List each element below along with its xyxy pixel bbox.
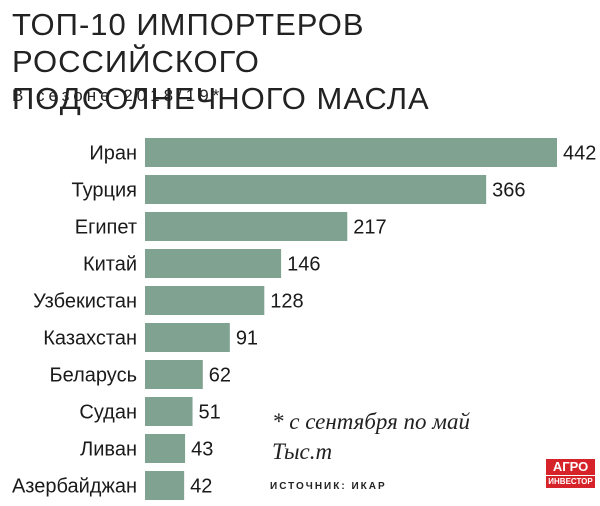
value-label: 128 <box>270 291 303 313</box>
value-label: 146 <box>287 254 320 276</box>
unit-label: Тыс.т <box>272 439 333 464</box>
logo-line-1: АГРО <box>546 459 595 475</box>
bar <box>145 138 557 167</box>
value-label: 62 <box>209 365 231 387</box>
value-label: 91 <box>236 328 258 350</box>
category-label: Египет <box>75 217 137 239</box>
category-label: Иран <box>89 143 137 165</box>
category-label: Казахстан <box>43 328 137 350</box>
category-label: Ливан <box>80 439 137 461</box>
title-line-1: ТОП-10 ИМПОРТЕРОВ РОССИЙСКОГО <box>12 7 365 79</box>
category-label: Турция <box>72 180 137 202</box>
bar <box>145 323 230 352</box>
value-label: 42 <box>190 476 212 498</box>
bar <box>145 212 348 241</box>
title-line-2: ПОДСОЛНЕЧНОГО МАСЛА <box>12 81 430 116</box>
footnote-period: * с сентября по май <box>272 409 470 434</box>
chart-subtitle: В сезоне-2018/19* <box>12 86 224 105</box>
source-label: ИСТОЧНИК: ИКАР <box>270 481 387 492</box>
bar <box>145 397 193 426</box>
bar <box>145 175 487 204</box>
bar <box>145 471 185 500</box>
category-label: Беларусь <box>50 365 137 387</box>
category-label: Азербайджан <box>12 476 137 498</box>
bar <box>145 360 203 389</box>
logo-line-2: ИНВЕСТОР <box>546 476 595 488</box>
category-label: Китай <box>83 254 137 276</box>
agroinvestor-logo: АГРО ИНВЕСТОР <box>546 459 595 488</box>
value-label: 442 <box>563 143 596 165</box>
category-label: Узбекистан <box>33 291 137 313</box>
footnote: * с сентября по май Тыс.т <box>272 407 470 467</box>
value-label: 51 <box>199 402 221 424</box>
bar <box>145 286 265 315</box>
bar <box>145 249 282 278</box>
bar <box>145 434 186 463</box>
category-label: Судан <box>79 402 137 424</box>
chart-title: ТОП-10 ИМПОРТЕРОВ РОССИЙСКОГО ПОДСОЛНЕЧН… <box>12 6 592 117</box>
value-label: 366 <box>492 180 525 202</box>
value-label: 217 <box>353 217 386 239</box>
value-label: 43 <box>191 439 213 461</box>
